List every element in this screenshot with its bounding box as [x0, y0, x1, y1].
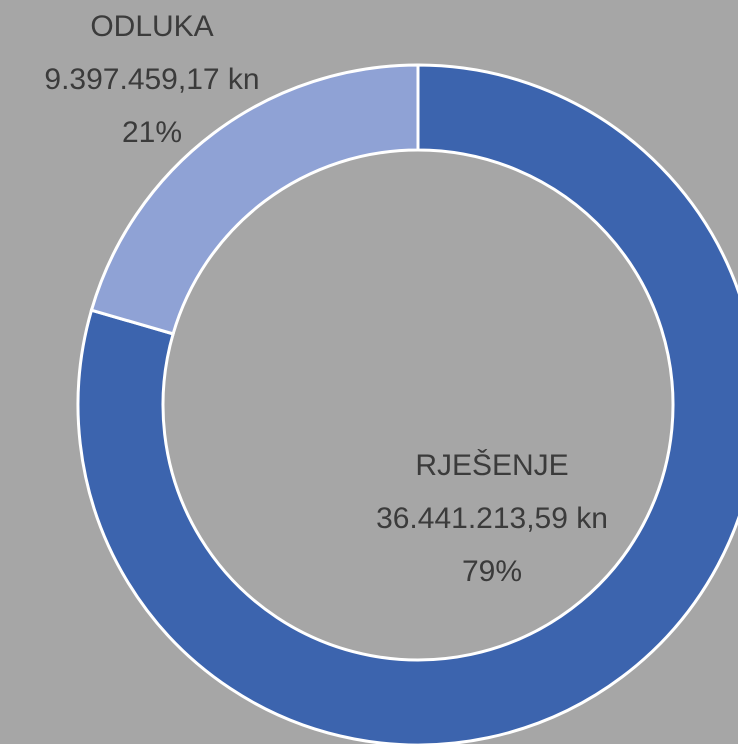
slice-label-name: ODLUKA	[90, 10, 213, 43]
slice-label-percent: 21%	[122, 116, 182, 149]
slice-label-name: RJEŠENJE	[415, 448, 568, 482]
donut-slice	[76, 63, 738, 744]
slice-label-value: 36.441.213,59 kn	[376, 502, 608, 535]
slice-label-value: 9.397.459,17 kn	[44, 63, 259, 96]
slice-label-percent: 79%	[462, 555, 522, 588]
donut-slice	[89, 63, 420, 336]
